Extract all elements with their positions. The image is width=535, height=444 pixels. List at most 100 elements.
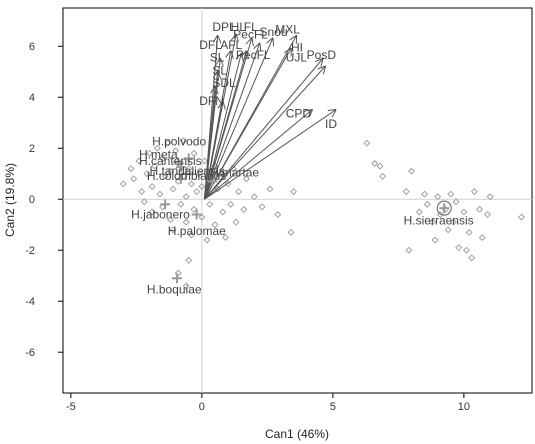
group-label: H.martae (210, 165, 260, 179)
data-point (415, 208, 423, 216)
data-point (119, 180, 127, 188)
centroid-circle (436, 200, 452, 216)
vector-label: UJL (286, 51, 308, 65)
vector-label: HI (291, 40, 303, 54)
data-point (135, 157, 143, 165)
data-point (190, 149, 198, 157)
data-point (156, 190, 164, 198)
data-point (159, 154, 167, 162)
data-point (287, 228, 295, 236)
y-tick-label: -2 (25, 245, 35, 257)
vector-label: ID (325, 117, 337, 131)
data-point (221, 233, 229, 241)
data-point (151, 162, 159, 170)
vector-arrow (203, 87, 214, 200)
data-point (177, 200, 185, 208)
data-point (198, 182, 206, 190)
vector-label: DFN (199, 94, 224, 108)
data-point (376, 162, 384, 170)
group-label: H.polvodo (152, 135, 206, 149)
group-label: H.cantensis (139, 154, 202, 168)
data-point (166, 216, 174, 224)
data-point (166, 167, 174, 175)
vector-arrow (204, 59, 322, 200)
vector-label: MXL (275, 22, 300, 36)
data-point (127, 165, 135, 173)
data-point (371, 160, 379, 168)
vector-arrow (204, 51, 246, 200)
data-point (232, 218, 240, 226)
data-point (483, 211, 491, 219)
data-point (219, 208, 227, 216)
data-point (452, 198, 460, 206)
vector-arrow (204, 67, 325, 200)
group-label: H.jabonero (131, 207, 190, 221)
group-label: H.meta (139, 147, 178, 161)
data-point (224, 180, 232, 188)
data-point (140, 198, 148, 206)
data-point (478, 233, 486, 241)
group-label: H.boquiae (147, 283, 202, 297)
data-point (465, 228, 473, 236)
vector-label: SL (212, 63, 227, 77)
data-point (148, 208, 156, 216)
data-point (290, 188, 298, 196)
variable-vectors (203, 35, 335, 200)
data-point (185, 165, 193, 173)
plot-frame (62, 7, 533, 394)
axis-ticks: -5 0 5 10 -6 -4 -2 0 2 4 6 (25, 41, 470, 413)
group-centroids (160, 153, 452, 284)
data-point (203, 236, 211, 244)
data-point (138, 188, 146, 196)
vector-label: Snou (260, 25, 288, 39)
data-point (187, 231, 195, 239)
y-tick-label: -6 (25, 347, 35, 359)
y-tick-label: -4 (25, 296, 35, 308)
vector-arrow (204, 54, 241, 200)
vector-label: PecFL (236, 48, 271, 62)
data-point (185, 256, 193, 264)
data-point (174, 269, 182, 277)
data-point (190, 205, 198, 213)
text-labels: DPLHLFLPecFLSnouMXLDFLPecFLAFLSLSLSDLDFN… (131, 20, 474, 297)
zero-lines (63, 8, 532, 393)
data-point (379, 172, 387, 180)
data-point (227, 200, 235, 208)
data-point (402, 188, 410, 196)
data-point (363, 139, 371, 147)
data-point (169, 185, 177, 193)
data-point (447, 190, 455, 198)
data-point (172, 147, 180, 155)
data-point (235, 188, 243, 196)
data-point (423, 200, 431, 208)
data-point (164, 139, 172, 147)
vector-arrow (203, 102, 222, 200)
data-point (405, 246, 413, 254)
data-point (161, 172, 169, 180)
x-tick-label: -5 (66, 401, 76, 413)
data-point (169, 226, 177, 234)
y-axis-title: Can2 (19.8%) (3, 163, 17, 237)
data-point (486, 193, 494, 201)
data-point (274, 211, 282, 219)
data-point (240, 205, 248, 213)
x-axis-title: Can1 (46%) (265, 427, 329, 441)
data-point (250, 193, 258, 201)
y-tick-label: 4 (29, 92, 35, 104)
y-tick-label: 6 (29, 41, 35, 53)
x-tick-label: 0 (199, 401, 205, 413)
data-point (219, 170, 227, 178)
data-point (200, 157, 208, 165)
data-point (460, 208, 468, 216)
vector-label: SDL (212, 76, 236, 90)
data-point (421, 190, 429, 198)
group-label: H.tandaliensis (149, 164, 224, 178)
vector-label: DFL (199, 38, 222, 52)
observation-points (119, 137, 526, 290)
data-point (455, 244, 463, 252)
vector-label: HL (231, 20, 247, 34)
vector-label: PecFL (233, 28, 268, 42)
data-point (180, 137, 188, 145)
data-point (182, 193, 190, 201)
